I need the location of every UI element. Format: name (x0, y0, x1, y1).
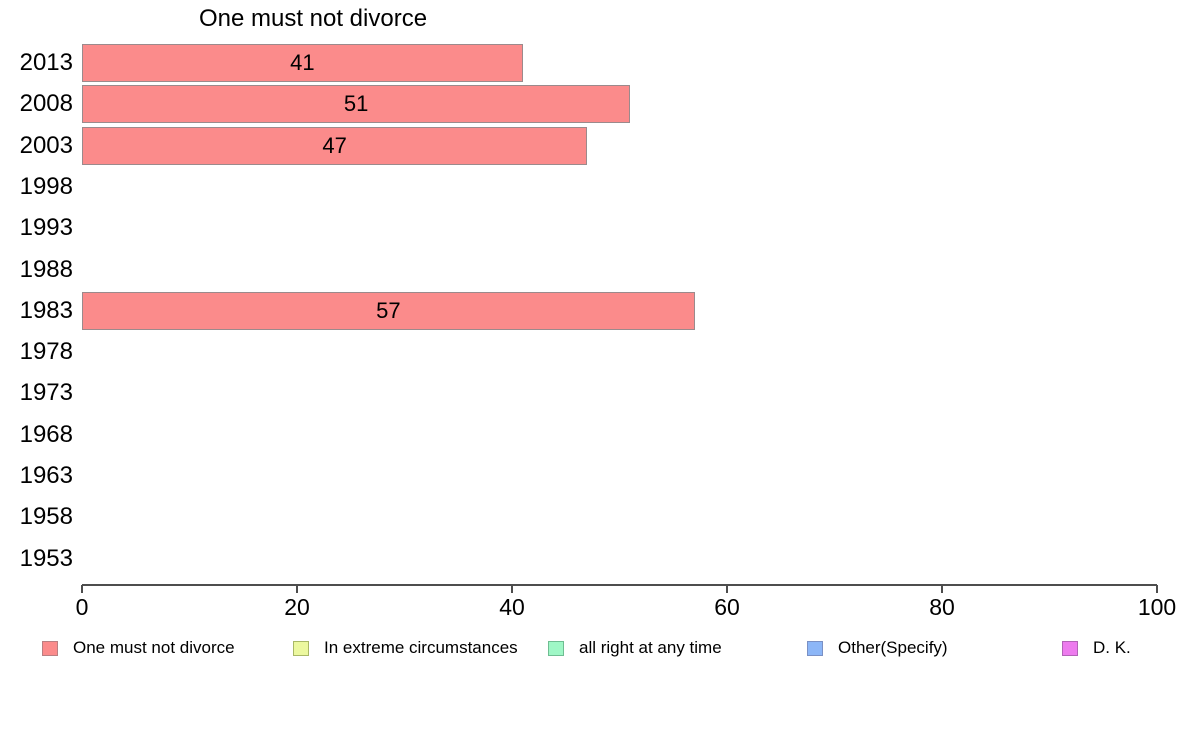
legend-label: One must not divorce (73, 638, 235, 657)
x-tick (726, 585, 728, 593)
y-tick-label: 2008 (19, 90, 73, 118)
x-tick (941, 585, 943, 593)
legend-key-swatch (293, 640, 309, 656)
bar (82, 44, 523, 82)
y-tick-label: 1963 (19, 462, 73, 489)
legend-label: Other(Specify) (838, 638, 948, 657)
y-tick-label: 1968 (19, 420, 73, 448)
legend-label: all right at any time (579, 638, 722, 657)
legend-item: In extreme circumstances (293, 637, 518, 659)
x-tick (511, 585, 513, 593)
y-tick-label: 1958 (19, 503, 73, 531)
x-tick-label: 100 (1137, 594, 1177, 620)
y-tick-label: 1998 (19, 172, 73, 200)
y-tick-label: 1953 (19, 544, 73, 572)
y-tick-label: 1988 (19, 255, 73, 283)
x-tick-label: 0 (75, 594, 89, 620)
legend-key-swatch (807, 640, 823, 656)
y-tick-label: 1993 (19, 214, 73, 242)
legend-item: One must not divorce (42, 637, 235, 659)
y-tick-label: 1973 (19, 379, 73, 407)
bar-value-label: 57 (376, 297, 401, 323)
x-tick-label: 40 (499, 594, 525, 620)
x-tick (81, 585, 83, 593)
legend-item: all right at any time (548, 637, 722, 659)
chart-title: One must not divorce (198, 5, 428, 32)
legend-item: D. K. (1062, 637, 1131, 659)
x-tick-label: 80 (929, 594, 955, 620)
legend-key-swatch (548, 640, 564, 656)
x-axis-line (82, 584, 1157, 586)
bar-value-label: 47 (322, 132, 347, 158)
y-tick-label: 1983 (19, 296, 73, 324)
y-tick-label: 2013 (19, 49, 73, 76)
y-tick-label: 2003 (19, 131, 73, 159)
bar (82, 291, 695, 330)
bar (82, 85, 631, 124)
legend-key-swatch (1062, 640, 1078, 656)
x-tick-label: 60 (714, 594, 740, 620)
x-tick-label: 20 (284, 594, 310, 620)
legend-key-swatch (42, 640, 58, 656)
bar (82, 126, 588, 165)
legend-item: Other(Specify) (807, 637, 948, 659)
y-tick-label: 1978 (19, 338, 73, 366)
legend-label: In extreme circumstances (324, 638, 518, 657)
x-tick (296, 585, 298, 593)
bar-value-label: 41 (290, 50, 315, 75)
legend-label: D. K. (1093, 638, 1131, 657)
bar-value-label: 51 (343, 91, 369, 117)
x-tick (1156, 585, 1158, 593)
